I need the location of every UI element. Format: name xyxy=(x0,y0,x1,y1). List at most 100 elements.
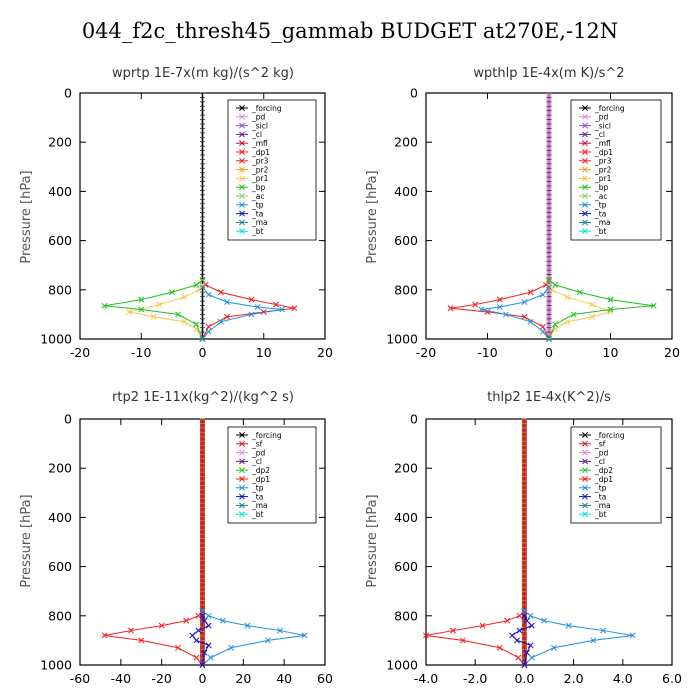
x-tick-label: -20 xyxy=(151,671,171,686)
series-marker xyxy=(607,308,614,315)
series-line xyxy=(202,287,283,340)
y-tick-label: 1000 xyxy=(386,332,418,347)
series-marker xyxy=(273,301,279,308)
series-marker xyxy=(523,617,530,624)
y-tick-label: 800 xyxy=(48,282,72,297)
series-marker xyxy=(201,617,208,624)
zero-line-series xyxy=(200,419,205,665)
series-marker xyxy=(552,326,559,333)
series-marker xyxy=(546,277,552,283)
y-tick-label: 200 xyxy=(48,461,72,476)
series-marker xyxy=(521,299,528,306)
series-marker xyxy=(479,622,486,629)
series-marker xyxy=(565,622,572,629)
series-marker xyxy=(450,627,457,634)
series-marker xyxy=(205,622,212,629)
legend-label: _pr1 xyxy=(251,174,269,183)
series-marker xyxy=(205,291,212,298)
series-marker xyxy=(515,654,522,661)
series-marker xyxy=(193,281,200,288)
y-axis-label: Pressure [hPa] xyxy=(365,494,380,587)
legend-label: _ma xyxy=(251,218,268,227)
legend-label: _bp xyxy=(594,183,609,192)
series-marker xyxy=(181,294,188,301)
legend-marker xyxy=(582,449,588,456)
series-marker xyxy=(570,311,577,318)
legend-label: _dp1 xyxy=(594,475,613,484)
series-marker xyxy=(552,321,559,328)
x-tick-label: -10 xyxy=(477,345,497,360)
series-marker xyxy=(199,612,206,619)
series-marker xyxy=(199,336,206,342)
series-marker xyxy=(128,627,134,634)
legend-label: _bt xyxy=(594,510,607,519)
series-marker xyxy=(138,637,145,644)
legend-label: _dp1 xyxy=(251,148,270,157)
series-marker xyxy=(504,617,511,624)
series-marker xyxy=(205,642,212,649)
legend-marker xyxy=(582,105,588,111)
y-tick-label: 800 xyxy=(394,608,418,623)
series-marker xyxy=(550,644,557,651)
series-marker xyxy=(521,612,528,619)
legend-marker xyxy=(582,476,588,482)
series-marker xyxy=(193,654,200,661)
axes-frame xyxy=(425,418,673,666)
series-marker xyxy=(195,627,202,634)
x-tick-label: -40 xyxy=(111,671,131,686)
legend-label: _cl xyxy=(594,130,605,139)
legend-label: _bt xyxy=(251,227,264,236)
legend-marker xyxy=(582,193,588,199)
legend-label: _sf xyxy=(251,440,263,449)
y-tick-label: 200 xyxy=(48,135,72,150)
legend-label: _ma xyxy=(594,218,611,227)
series-line xyxy=(425,610,525,666)
plot-area: 0 200 400 600 800 1000-60 -40 -20 0 20 40 60 _forcin… xyxy=(40,412,333,687)
legend-label: _sicl xyxy=(594,121,611,130)
series-line xyxy=(202,610,305,666)
panel-rtp2: rtp2 1E-11x(kg^2)/(kg^2 s) Pressure [hPa… xyxy=(19,390,333,686)
series-marker xyxy=(189,632,196,639)
legend-marker xyxy=(239,201,245,208)
series-line xyxy=(202,279,295,340)
legend-marker xyxy=(582,131,588,138)
series-marker xyxy=(101,302,108,309)
legend-label: _mfl xyxy=(594,139,611,148)
series-marker xyxy=(244,622,251,629)
series-marker xyxy=(509,632,516,639)
legend-marker xyxy=(582,210,588,217)
series-marker xyxy=(549,286,556,293)
series-marker xyxy=(217,289,224,296)
series-marker xyxy=(219,617,226,624)
series-marker xyxy=(459,637,466,644)
x-tick-label: 10 xyxy=(256,345,272,360)
legend-label: _ma xyxy=(251,501,268,510)
legend-marker xyxy=(239,157,245,164)
y-tick-label: 800 xyxy=(48,608,72,623)
y-tick-label: 200 xyxy=(394,135,418,150)
x-tick-label: -60 xyxy=(70,671,90,686)
series-line xyxy=(548,284,613,340)
series-line xyxy=(450,279,550,340)
series-marker xyxy=(301,632,308,639)
series-marker xyxy=(168,289,175,296)
y-tick-label: 400 xyxy=(48,510,72,525)
series-marker xyxy=(158,622,165,629)
series-marker xyxy=(291,305,298,312)
series-marker xyxy=(472,301,479,308)
x-tick-label: 2.0 xyxy=(564,671,584,686)
legend-marker xyxy=(582,502,588,509)
zero-line-series xyxy=(546,93,552,339)
series-marker xyxy=(181,318,188,325)
x-tick-label: 20 xyxy=(235,671,251,686)
legend-label: _pd xyxy=(594,113,609,122)
series-marker xyxy=(552,281,559,288)
legend-marker xyxy=(582,149,588,155)
series-marker xyxy=(589,313,596,320)
legend-label: _pd xyxy=(251,113,266,122)
series-marker xyxy=(539,328,546,335)
legend-marker xyxy=(239,484,245,491)
legend-box xyxy=(570,426,662,524)
